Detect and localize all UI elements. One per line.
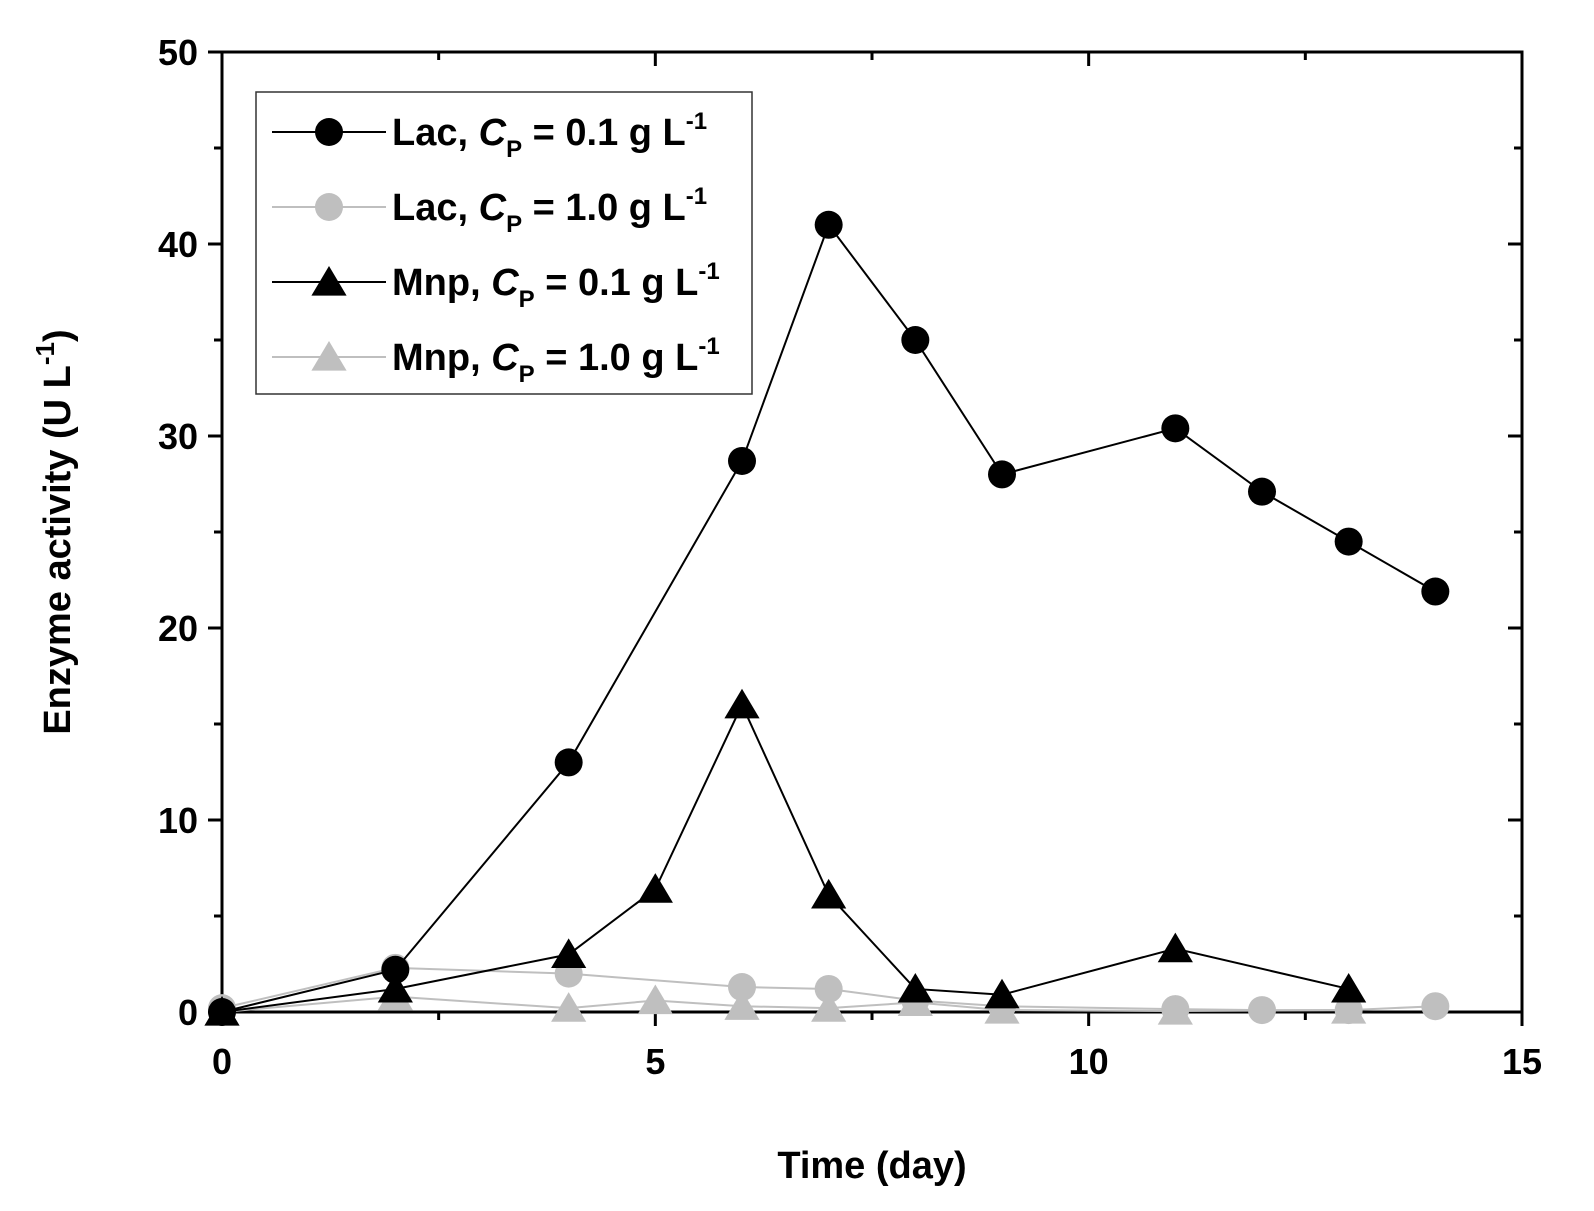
y-axis-title-close: )	[37, 329, 79, 342]
data-point	[728, 446, 756, 475]
y-tick-label: 20	[158, 608, 198, 649]
series-line	[221, 702, 1349, 1013]
data-point	[984, 978, 1020, 1009]
data-point	[897, 972, 933, 1003]
legend-label: Mnp, CP = 1.0 g L-1	[392, 333, 720, 388]
data-point	[724, 688, 760, 719]
y-axis-title-sup: -1	[30, 342, 60, 365]
series-line	[221, 995, 1349, 1013]
y-axis-title-main: Enzyme activity (U L	[37, 365, 79, 735]
axes-layer: 0 5 10 15 0 10 20 30 40 50	[158, 32, 1542, 1082]
y-tick-label: 30	[158, 416, 198, 457]
legend-marker	[315, 193, 343, 221]
data-point	[724, 990, 760, 1020]
data-point	[1421, 992, 1450, 1021]
data-point	[814, 210, 843, 239]
data-point	[204, 996, 240, 1026]
data-point	[637, 873, 673, 903]
data-point	[1334, 527, 1363, 556]
legend-marker	[311, 266, 347, 296]
data-point	[1157, 995, 1193, 1025]
legend-label: Lac, CP = 0.1 g L-1	[392, 108, 707, 163]
legend-item: Mnp, CP = 1.0 g L-1	[272, 333, 720, 388]
legend-item: Lac, CP = 1.0 g L-1	[272, 183, 707, 238]
data-point	[1161, 414, 1190, 443]
data-point	[811, 992, 847, 1022]
legend-box	[255, 91, 753, 395]
legend-item: Mnp, CP = 0.1 g L-1	[272, 258, 720, 313]
legend-label: Mnp, CP = 0.1 g L-1	[392, 258, 720, 313]
data-point	[728, 973, 756, 1002]
data-point	[637, 984, 673, 1015]
data-point	[1421, 577, 1450, 606]
legend: Lac, CP = 0.1 g L-1 Lac, CP = 1.0 g L-1 Mn…	[255, 91, 753, 395]
series-2	[204, 688, 1367, 1026]
data-point	[551, 938, 587, 968]
y-tick-label: 0	[178, 992, 198, 1033]
data-point	[1331, 972, 1367, 1003]
data-point	[984, 994, 1020, 1024]
legend-label: Lac, CP = 1.0 g L-1	[392, 183, 707, 238]
data-point	[1331, 994, 1367, 1024]
x-axis-title: Time (day)	[777, 1145, 966, 1187]
data-point	[377, 972, 413, 1003]
data-point	[901, 326, 930, 354]
y-tick-label: 40	[158, 224, 198, 265]
data-point	[811, 878, 847, 909]
y-axis-title: Enzyme activity (U L-1)	[30, 329, 79, 734]
legend-item: Lac, CP = 0.1 g L-1	[272, 108, 707, 163]
data-point	[814, 974, 843, 1003]
legend-marker	[311, 341, 347, 371]
data-point	[551, 992, 587, 1022]
data-point	[554, 748, 583, 777]
data-point	[1157, 932, 1193, 963]
data-point	[381, 955, 410, 984]
data-point	[988, 460, 1016, 489]
x-tick-label: 0	[212, 1041, 232, 1082]
data-point	[1248, 477, 1276, 506]
legend-marker	[315, 118, 343, 146]
x-tick-label: 10	[1069, 1041, 1109, 1082]
x-tick-label: 5	[645, 1041, 665, 1082]
y-tick-label: 10	[158, 800, 198, 841]
series-layer	[204, 210, 1450, 1026]
x-tick-label: 15	[1502, 1041, 1542, 1082]
y-tick-label: 50	[158, 32, 198, 73]
